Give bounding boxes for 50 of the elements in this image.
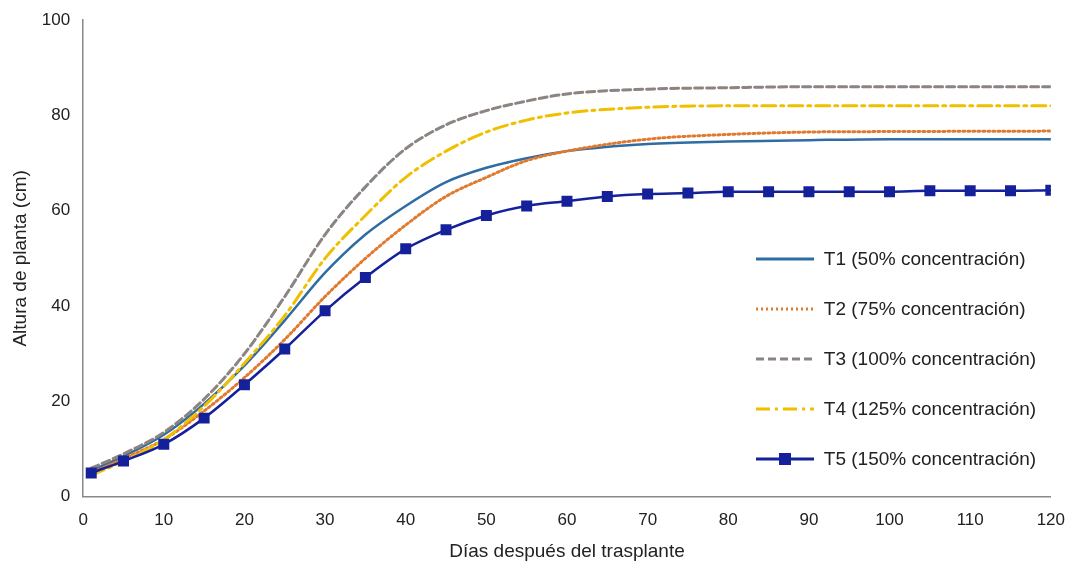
point xyxy=(319,305,331,317)
legend-label: T1 (50% concentración) xyxy=(823,247,1026,270)
x-axis-title: Días después del trasplante xyxy=(449,539,685,561)
x-tick-label: 20 xyxy=(234,509,254,529)
point xyxy=(85,467,97,479)
point xyxy=(601,190,613,202)
point xyxy=(359,271,371,283)
legend-label: T5 (150% concentración) xyxy=(823,447,1037,470)
y-tick-label: 100 xyxy=(41,9,71,29)
point xyxy=(158,438,170,450)
x-tick-label: 100 xyxy=(875,509,904,529)
point xyxy=(117,455,129,467)
point xyxy=(238,379,250,391)
x-tick-label: 90 xyxy=(799,509,819,529)
x-tick-label: 60 xyxy=(557,509,577,529)
x-tick-label: 10 xyxy=(154,509,174,529)
legend-label: T4 (125% concentración) xyxy=(823,397,1037,420)
point xyxy=(682,187,694,199)
point xyxy=(400,243,412,255)
point xyxy=(440,224,452,236)
x-tick-label: 50 xyxy=(476,509,496,529)
point xyxy=(1005,185,1016,197)
y-tick-label: 40 xyxy=(51,295,71,315)
point xyxy=(924,185,936,197)
x-tick-label: 80 xyxy=(718,509,738,529)
point xyxy=(642,188,654,200)
y-tick-label: 60 xyxy=(51,200,71,220)
x-tick-label: 120 xyxy=(1036,509,1066,529)
point xyxy=(884,186,896,198)
legend-label: T3 (100% concentración) xyxy=(823,347,1037,370)
y-tick-label: 80 xyxy=(51,105,71,125)
x-tick-label: 40 xyxy=(396,509,416,529)
point xyxy=(480,210,492,221)
point xyxy=(521,200,533,212)
x-tick-label: 30 xyxy=(315,509,335,529)
point xyxy=(964,185,976,197)
point xyxy=(763,186,775,198)
y-axis-title: Altura de planta (cm) xyxy=(8,170,30,347)
point xyxy=(198,412,210,424)
point xyxy=(279,343,291,355)
point xyxy=(843,186,855,198)
x-tick-label: 0 xyxy=(78,509,88,529)
point xyxy=(561,195,573,207)
x-tick-label: 110 xyxy=(956,509,984,529)
y-tick-label: 0 xyxy=(60,486,71,506)
x-tick-label: 70 xyxy=(638,509,658,529)
legend-label: T2 (75% concentración) xyxy=(823,297,1026,320)
y-tick-label: 20 xyxy=(51,391,71,411)
point xyxy=(722,186,734,198)
point xyxy=(803,186,815,198)
